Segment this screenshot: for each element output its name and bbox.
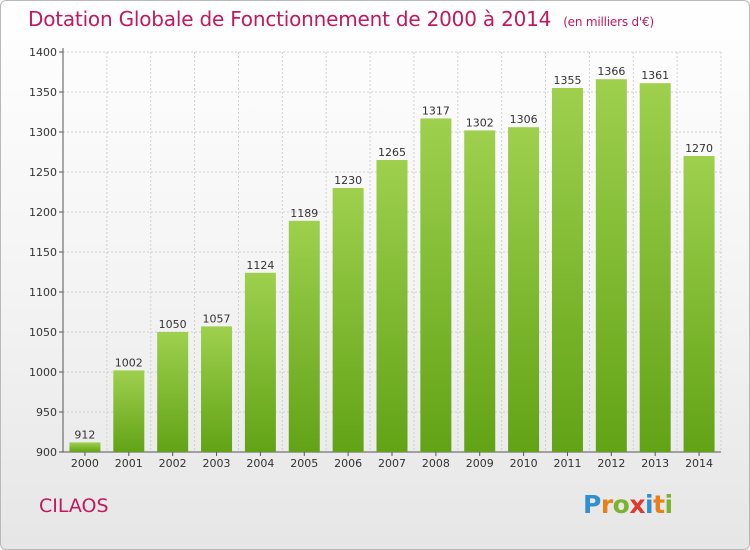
bar xyxy=(157,332,189,452)
bar xyxy=(595,79,627,452)
bar xyxy=(288,220,320,452)
bar xyxy=(332,188,364,452)
bar xyxy=(69,442,101,452)
y-tick-label: 1400 xyxy=(29,46,57,59)
chart-title-text: Dotation Globale de Fonctionnement de 20… xyxy=(28,7,552,31)
bar xyxy=(113,370,145,452)
logo-letter: P xyxy=(583,490,601,519)
value-label: 1317 xyxy=(422,104,450,117)
chart-subtitle: (en milliers d'€) xyxy=(563,15,654,29)
logo-letter: t xyxy=(653,490,665,519)
y-tick-label: 1050 xyxy=(29,326,57,339)
chart-title: Dotation Globale de Fonctionnement de 20… xyxy=(28,7,654,31)
bars xyxy=(69,79,715,453)
logo-letter: i xyxy=(664,490,674,519)
bar xyxy=(201,326,233,452)
bar xyxy=(551,88,583,452)
logo-letter: r xyxy=(600,490,613,519)
value-label: 1366 xyxy=(597,65,625,78)
x-tick-label: 2000 xyxy=(71,457,99,470)
x-tick-label: 2013 xyxy=(641,457,669,470)
x-tick-label: 2011 xyxy=(553,457,581,470)
x-tick-label: 2001 xyxy=(115,457,143,470)
x-tick-label: 2005 xyxy=(290,457,318,470)
y-tick-label: 950 xyxy=(36,406,57,419)
value-label: 1057 xyxy=(203,312,231,325)
logo-letter: x xyxy=(629,490,645,519)
x-tick-label: 2008 xyxy=(422,457,450,470)
proxiti-logo[interactable]: Proxiti xyxy=(583,490,673,519)
y-tick-label: 1300 xyxy=(29,126,57,139)
x-tick-label: 2007 xyxy=(378,457,406,470)
value-label: 1361 xyxy=(641,69,669,82)
logo-letter: o xyxy=(612,490,630,519)
bar xyxy=(683,156,715,452)
x-tick-label: 2002 xyxy=(159,457,187,470)
labels: 900 950 1000 1050 1100 1150 1200 1250 1300 1350 14… xyxy=(29,46,713,470)
value-label: 1124 xyxy=(246,259,274,272)
y-tick-label: 1150 xyxy=(29,246,57,259)
x-tick-label: 2010 xyxy=(510,457,538,470)
y-tick-label: 1000 xyxy=(29,366,57,379)
logo-letter: i xyxy=(645,490,654,519)
value-label: 1050 xyxy=(159,318,187,331)
x-tick-label: 2009 xyxy=(466,457,494,470)
y-tick-label: 1200 xyxy=(29,206,57,219)
y-tick-label: 1250 xyxy=(29,166,57,179)
bar xyxy=(639,83,671,452)
y-tick-label: 900 xyxy=(36,446,57,459)
value-label: 1302 xyxy=(466,116,494,129)
x-tick-label: 2012 xyxy=(597,457,625,470)
value-label: 912 xyxy=(74,428,95,441)
bar xyxy=(420,118,452,453)
bar xyxy=(508,127,540,452)
value-label: 1355 xyxy=(553,74,581,87)
x-tick-label: 2004 xyxy=(246,457,274,470)
city-name: CILAOS xyxy=(39,495,109,517)
bar xyxy=(244,272,276,452)
value-label: 1265 xyxy=(378,146,406,159)
value-label: 1230 xyxy=(334,174,362,187)
bar xyxy=(376,160,408,452)
value-label: 1270 xyxy=(685,142,713,155)
x-tick-label: 2003 xyxy=(203,457,231,470)
bar xyxy=(464,130,496,452)
value-label: 1002 xyxy=(115,356,143,369)
y-tick-label: 1350 xyxy=(29,86,57,99)
x-tick-label: 2006 xyxy=(334,457,362,470)
y-tick-label: 1100 xyxy=(29,286,57,299)
x-tick-label: 2014 xyxy=(685,457,713,470)
value-label: 1189 xyxy=(290,207,318,220)
value-label: 1306 xyxy=(510,113,538,126)
